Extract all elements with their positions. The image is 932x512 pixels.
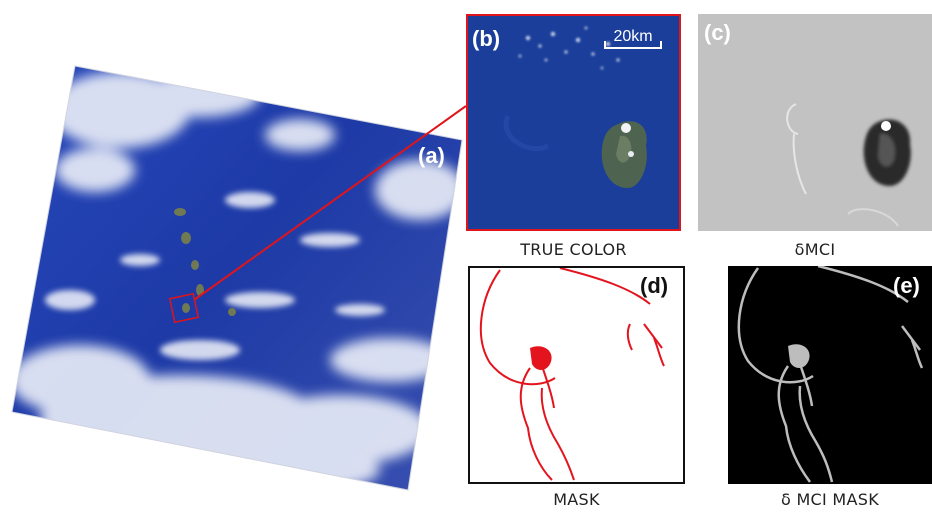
mask-image — [479, 268, 665, 481]
panel-c-label: (c) — [704, 20, 731, 45]
panel-b-caption: TRUE COLOR — [520, 240, 627, 259]
panel-a-label: (a) — [418, 143, 445, 168]
panel-e-caption: δ MCI MASK — [780, 490, 880, 509]
panel-d-label: (d) — [640, 273, 669, 298]
true-color-image — [503, 26, 647, 188]
panel-d-caption: MASK — [553, 490, 600, 509]
panel-e-dmci-mask — [728, 266, 932, 484]
satellite-scene-panel-a — [11, 65, 467, 491]
scale-bar-text: 20km — [613, 28, 653, 45]
dmci-image — [698, 14, 932, 231]
scale-bar: 20km — [602, 28, 664, 52]
highlight-box — [168, 292, 200, 324]
panel-c-caption: δMCI — [794, 240, 836, 259]
dmci-mask-image — [737, 266, 924, 483]
panel-d-mask — [468, 266, 685, 484]
panel-c-dmci — [698, 14, 932, 231]
panel-b-true-color — [466, 14, 681, 231]
panel-e-label: (e) — [893, 273, 920, 298]
panel-b-label: (b) — [472, 26, 501, 51]
